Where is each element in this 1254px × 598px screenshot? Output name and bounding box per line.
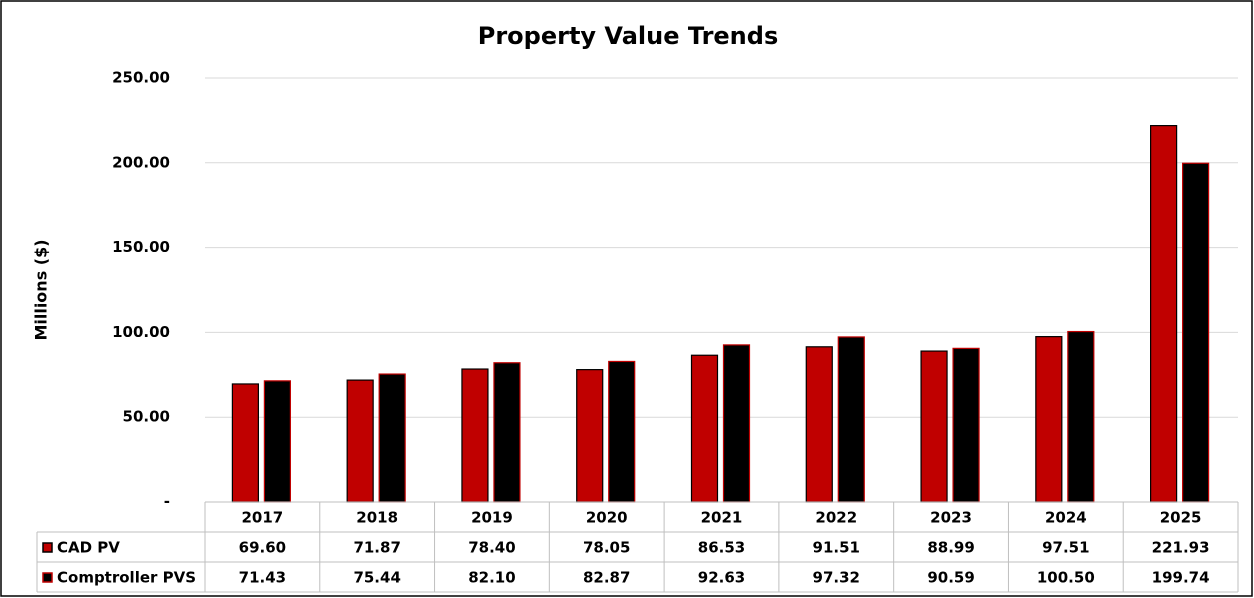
y-tick-label: 150.00 xyxy=(112,238,170,256)
bar xyxy=(837,336,865,503)
table-value: 75.44 xyxy=(353,569,400,587)
chart-title: Property Value Trends xyxy=(478,22,778,50)
legend-swatch xyxy=(42,572,53,583)
bar xyxy=(1067,330,1095,503)
bar xyxy=(1150,125,1178,503)
x-tick-label: 2024 xyxy=(1045,509,1087,527)
table-value: 100.50 xyxy=(1037,569,1095,587)
x-tick-label: 2021 xyxy=(701,509,743,527)
table-value: 91.51 xyxy=(813,539,860,557)
bar xyxy=(576,369,604,503)
x-tick-label: 2023 xyxy=(930,509,972,527)
bar xyxy=(722,344,751,503)
x-tick-label: 2018 xyxy=(356,509,398,527)
bar xyxy=(263,380,291,503)
bar xyxy=(920,350,948,503)
x-tick-label: 2022 xyxy=(815,509,857,527)
table-value: 92.63 xyxy=(698,569,745,587)
bar xyxy=(493,362,521,503)
table-value: 97.51 xyxy=(1042,539,1089,557)
y-tick-label: 100.00 xyxy=(112,323,170,341)
table-value: 82.87 xyxy=(583,569,630,587)
bar xyxy=(952,347,980,503)
legend-label: CAD PV xyxy=(57,539,120,557)
y-axis-label: Millions ($) xyxy=(32,239,51,340)
bar xyxy=(608,360,636,503)
y-tick-label: 50.00 xyxy=(123,408,170,426)
bar xyxy=(231,383,259,503)
table-value: 78.05 xyxy=(583,539,630,557)
y-tick-label: 200.00 xyxy=(112,153,170,171)
bar xyxy=(378,373,406,503)
table-value: 221.93 xyxy=(1152,539,1210,557)
table-value: 199.74 xyxy=(1152,569,1210,587)
x-tick-label: 2017 xyxy=(242,509,284,527)
y-tick-label: - xyxy=(164,493,170,511)
bar xyxy=(690,354,719,503)
table-value: 82.10 xyxy=(468,569,515,587)
legend-swatch xyxy=(42,542,53,553)
table-value: 71.43 xyxy=(239,569,286,587)
table-value: 90.59 xyxy=(927,569,974,587)
bar xyxy=(805,346,833,503)
table-value: 88.99 xyxy=(927,539,974,557)
table-value: 78.40 xyxy=(468,539,515,557)
table-value: 69.60 xyxy=(239,539,286,557)
x-tick-label: 2025 xyxy=(1160,509,1202,527)
table-value: 97.32 xyxy=(813,569,860,587)
bar xyxy=(1182,162,1210,503)
legend-label: Comptroller PVS xyxy=(57,569,196,587)
bar xyxy=(1035,336,1063,503)
y-tick-label: 250.00 xyxy=(112,69,170,87)
table-value: 71.87 xyxy=(353,539,400,557)
x-tick-label: 2020 xyxy=(586,509,628,527)
bar xyxy=(346,379,374,503)
bar xyxy=(461,368,489,503)
x-tick-label: 2019 xyxy=(471,509,513,527)
table-value: 86.53 xyxy=(698,539,745,557)
